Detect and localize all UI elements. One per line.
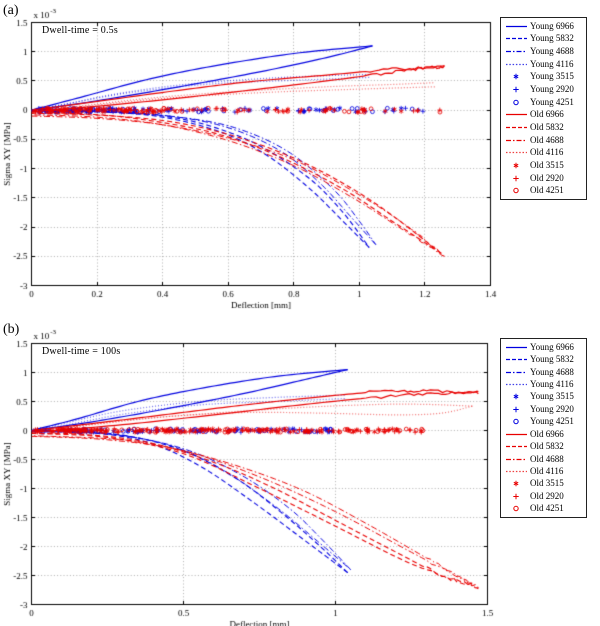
- legend-item-young-5832: Young 5832: [504, 33, 586, 46]
- dashdot-sample-icon: [506, 50, 527, 53]
- panel-a-label: (a): [3, 3, 19, 18]
- legend-label: Old 6966: [530, 109, 564, 120]
- legend-label: Old 2920: [530, 490, 564, 501]
- legend-label: Young 3515: [530, 71, 574, 82]
- legend-label: Old 4116: [530, 465, 564, 476]
- legend-item-old-4116: Old 4116: [504, 465, 586, 477]
- dwell-time-annotation-a: Dwell-time = 0.5s: [42, 25, 118, 36]
- legend-label: Old 3515: [530, 478, 564, 489]
- legend-item-old-2920: Old 2920: [504, 490, 586, 502]
- solid-sample-icon: [506, 25, 527, 27]
- legend-label: Young 4688: [530, 366, 574, 377]
- legend-label: Young 6966: [530, 341, 574, 352]
- legend-b: Young 6966 Young 5832 Young 4688 Young 4116…: [500, 338, 587, 518]
- marker-asterisk-sample-icon: [513, 162, 519, 169]
- marker-circle-sample-icon: [513, 187, 519, 194]
- legend-label: Young 6966: [530, 20, 574, 31]
- legend-label: Young 2920: [530, 84, 574, 95]
- legend-label: Young 4688: [530, 46, 574, 57]
- legend-item-old-6966: Old 6966: [504, 109, 586, 122]
- panel-b-label: (b): [3, 322, 20, 337]
- dashed-sample-icon: [506, 38, 527, 40]
- legend-label: Old 5832: [530, 441, 564, 452]
- legend-item-young-3515: Young 3515: [504, 391, 586, 403]
- legend-label: Old 2920: [530, 172, 564, 183]
- legend-label: Old 3515: [530, 159, 564, 170]
- legend-a: Young 6966 Young 5832 Young 4688 Young 4116…: [500, 17, 587, 200]
- dotted-sample-icon: [506, 470, 527, 473]
- legend-item-old-2920: Old 2920: [504, 172, 586, 185]
- legend-item-old-6966: Old 6966: [504, 428, 586, 440]
- marker-asterisk-sample-icon: [513, 74, 519, 80]
- legend-label: Old 4251: [530, 503, 564, 514]
- marker-circle-sample-icon: [513, 506, 519, 512]
- legend-item-young-2920: Young 2920: [504, 83, 586, 96]
- legend-label: Old 4116: [530, 147, 564, 158]
- marker-asterisk-sample-icon: [513, 394, 519, 400]
- legend-label: Young 4251: [530, 416, 574, 427]
- legend-item-young-4251: Young 4251: [504, 96, 586, 109]
- legend-item-old-4251: Old 4251: [504, 502, 586, 514]
- legend-item-young-6966: Young 6966: [504, 341, 586, 353]
- dashed-sample-icon: [506, 445, 527, 448]
- legend-item-young-2920: Young 2920: [504, 403, 586, 415]
- dashed-sample-icon: [506, 126, 527, 129]
- marker-circle-sample-icon: [513, 419, 519, 425]
- marker-plus-sample-icon: [513, 493, 519, 499]
- legend-item-young-6966: Young 6966: [504, 20, 586, 33]
- legend-item-young-4251: Young 4251: [504, 416, 586, 428]
- legend-item-young-4116: Young 4116: [504, 378, 586, 390]
- legend-label: Old 4251: [530, 185, 564, 196]
- legend-item-old-3515: Old 3515: [504, 159, 586, 172]
- legend-label: Young 4116: [530, 58, 574, 69]
- marker-asterisk-sample-icon: [513, 481, 519, 487]
- legend-item-young-4116: Young 4116: [504, 58, 586, 71]
- solid-sample-icon: [506, 433, 527, 435]
- dashdot-sample-icon: [506, 371, 527, 373]
- legend-label: Young 3515: [530, 391, 574, 402]
- marker-plus-sample-icon: [513, 175, 519, 181]
- legend-label: Young 5832: [530, 33, 574, 44]
- solid-sample-icon: [506, 346, 527, 348]
- legend-item-young-5832: Young 5832: [504, 353, 586, 365]
- legend-label: Young 5832: [530, 354, 574, 365]
- legend-item-young-4688: Young 4688: [504, 366, 586, 378]
- dotted-sample-icon: [506, 383, 527, 386]
- legend-item-old-4251: Old 4251: [504, 184, 586, 197]
- dotted-sample-icon: [506, 63, 527, 65]
- legend-item-young-4688: Young 4688: [504, 45, 586, 58]
- legend-label: Old 5832: [530, 121, 564, 132]
- marker-circle-sample-icon: [513, 99, 519, 105]
- marker-plus-sample-icon: [513, 406, 519, 413]
- legend-label: Young 4116: [530, 378, 574, 389]
- solid-sample-icon: [506, 114, 527, 116]
- marker-plus-sample-icon: [513, 86, 519, 93]
- legend-label: Old 4688: [530, 134, 564, 145]
- legend-item-old-3515: Old 3515: [504, 478, 586, 490]
- legend-item-old-5832: Old 5832: [504, 440, 586, 452]
- legend-label: Old 6966: [530, 428, 564, 439]
- legend-label: Old 4688: [530, 453, 564, 464]
- dotted-sample-icon: [506, 152, 527, 154]
- legend-item-young-3515: Young 3515: [504, 71, 586, 84]
- legend-item-old-5832: Old 5832: [504, 121, 586, 134]
- dashdot-sample-icon: [506, 139, 527, 141]
- legend-label: Young 2920: [530, 403, 574, 414]
- legend-item-old-4116: Old 4116: [504, 146, 586, 159]
- dashdot-sample-icon: [506, 458, 527, 460]
- legend-label: Young 4251: [530, 96, 574, 107]
- dashed-sample-icon: [506, 359, 527, 361]
- legend-item-old-4688: Old 4688: [504, 453, 586, 465]
- legend-item-old-4688: Old 4688: [504, 134, 586, 147]
- dwell-time-annotation-b: Dwell-time = 100s: [42, 346, 121, 357]
